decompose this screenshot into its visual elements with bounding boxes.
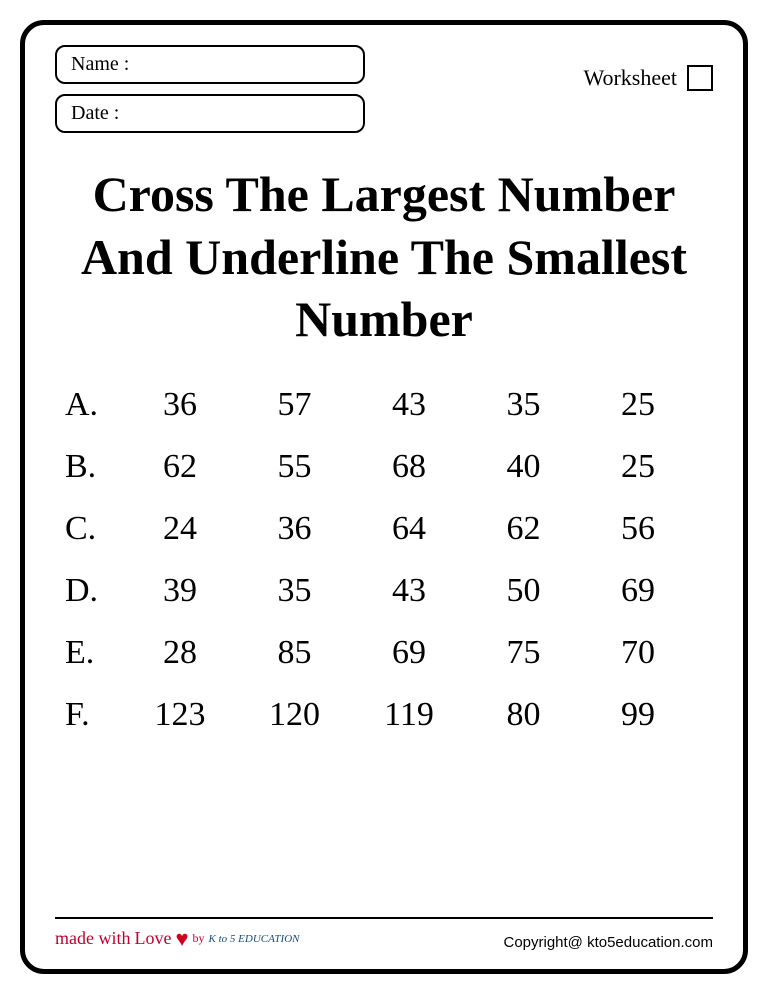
number-cell[interactable]: 62 [479, 510, 569, 548]
number-cell[interactable]: 69 [364, 634, 454, 672]
number-cell[interactable]: 28 [135, 634, 225, 672]
number-cell[interactable]: 35 [479, 386, 569, 424]
number-row: E. 28 85 69 75 70 [65, 634, 703, 672]
worksheet-label-group: Worksheet [583, 65, 713, 91]
row-label: E. [65, 634, 125, 672]
number-cell[interactable]: 43 [364, 386, 454, 424]
made-with-love: made with Love ♥ by K to 5 EDUCATION [55, 927, 300, 951]
date-field[interactable]: Date : [55, 94, 365, 133]
number-cell[interactable]: 120 [250, 696, 340, 734]
row-numbers: 28 85 69 75 70 [125, 634, 703, 672]
number-cell[interactable]: 119 [364, 696, 454, 734]
number-cell[interactable]: 56 [593, 510, 683, 548]
copyright-text: Copyright@ kto5education.com [503, 934, 713, 951]
made-with-text: made with [55, 929, 130, 949]
worksheet-page: Name : Date : Worksheet Cross The Larges… [0, 0, 768, 994]
row-label: D. [65, 572, 125, 610]
number-cell[interactable]: 57 [250, 386, 340, 424]
number-cell[interactable]: 80 [479, 696, 569, 734]
number-cell[interactable]: 68 [364, 448, 454, 486]
number-cell[interactable]: 43 [364, 572, 454, 610]
worksheet-title: Cross The Largest Number And Underline T… [65, 163, 703, 351]
worksheet-number-box[interactable] [687, 65, 713, 91]
number-cell[interactable]: 35 [250, 572, 340, 610]
number-row: B. 62 55 68 40 25 [65, 448, 703, 486]
number-row: A. 36 57 43 35 25 [65, 386, 703, 424]
row-label: C. [65, 510, 125, 548]
row-numbers: 62 55 68 40 25 [125, 448, 703, 486]
name-field[interactable]: Name : [55, 45, 365, 84]
worksheet-text: Worksheet [583, 65, 677, 91]
number-cell[interactable]: 62 [135, 448, 225, 486]
number-cell[interactable]: 36 [135, 386, 225, 424]
number-cell[interactable]: 123 [135, 696, 225, 734]
row-numbers: 24 36 64 62 56 [125, 510, 703, 548]
number-row: F. 123 120 119 80 99 [65, 696, 703, 734]
love-text: Love [134, 929, 171, 949]
number-cell[interactable]: 64 [364, 510, 454, 548]
number-cell[interactable]: 75 [479, 634, 569, 672]
number-cell[interactable]: 24 [135, 510, 225, 548]
number-cell[interactable]: 99 [593, 696, 683, 734]
number-cell[interactable]: 39 [135, 572, 225, 610]
input-fields: Name : Date : [55, 45, 365, 133]
row-numbers: 36 57 43 35 25 [125, 386, 703, 424]
number-cell[interactable]: 85 [250, 634, 340, 672]
row-label: A. [65, 386, 125, 424]
number-cell[interactable]: 55 [250, 448, 340, 486]
header: Name : Date : Worksheet [55, 45, 713, 133]
row-label: B. [65, 448, 125, 486]
number-row: D. 39 35 43 50 69 [65, 572, 703, 610]
number-row: C. 24 36 64 62 56 [65, 510, 703, 548]
number-cell[interactable]: 25 [593, 386, 683, 424]
heart-icon: ♥ [175, 927, 188, 951]
by-text: by [193, 932, 205, 945]
number-cell[interactable]: 69 [593, 572, 683, 610]
row-numbers: 123 120 119 80 99 [125, 696, 703, 734]
number-grid: A.3657433525B.6255684025C.2436646256D.39… [55, 386, 713, 734]
brand-text: K to 5 EDUCATION [209, 933, 300, 945]
row-numbers: 39 35 43 50 69 [125, 572, 703, 610]
number-cell[interactable]: 25 [593, 448, 683, 486]
footer: made with Love ♥ by K to 5 EDUCATION Cop… [55, 917, 713, 951]
number-cell[interactable]: 50 [479, 572, 569, 610]
number-cell[interactable]: 40 [479, 448, 569, 486]
number-cell[interactable]: 36 [250, 510, 340, 548]
page-border: Name : Date : Worksheet Cross The Larges… [20, 20, 748, 974]
row-label: F. [65, 696, 125, 734]
number-cell[interactable]: 70 [593, 634, 683, 672]
